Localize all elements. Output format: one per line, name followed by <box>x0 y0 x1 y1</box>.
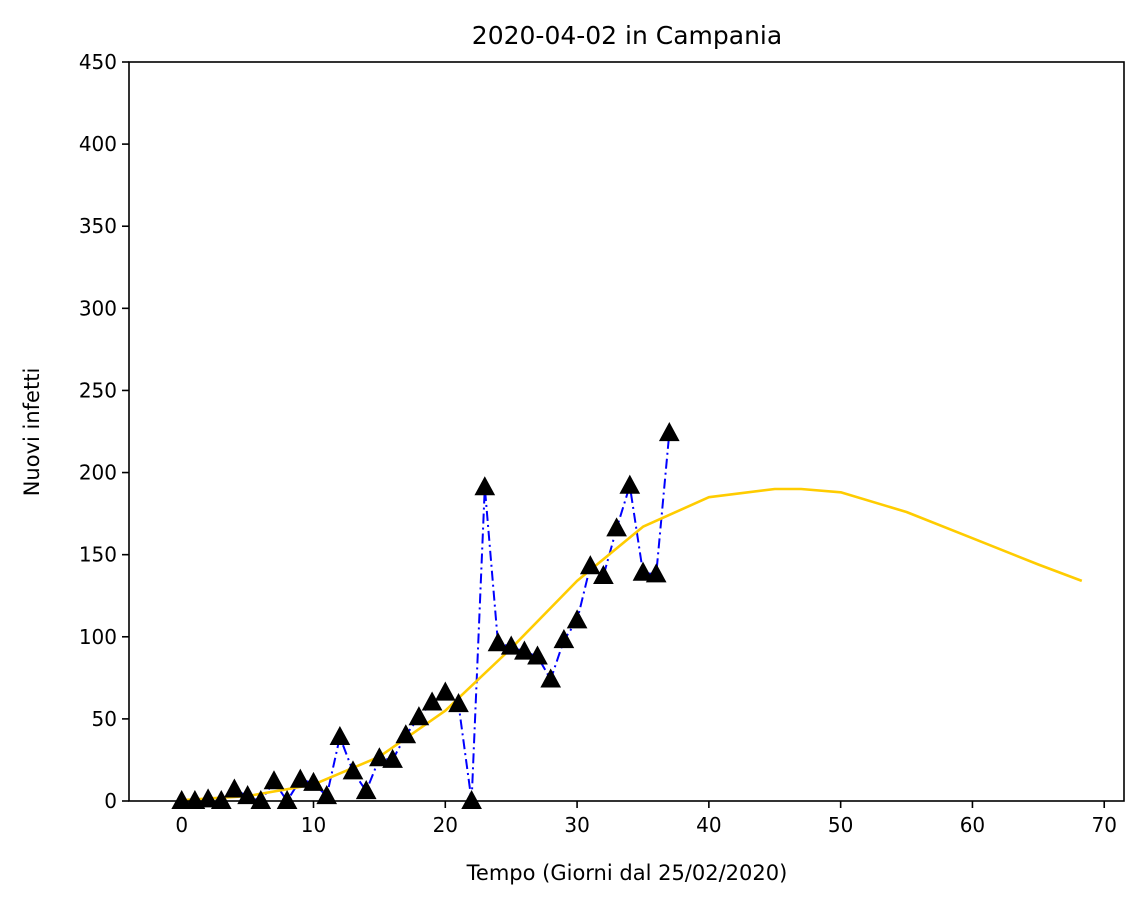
data-point-marker <box>474 476 496 496</box>
x-tick-label: 70 <box>1092 813 1117 837</box>
chart-title: 2020-04-02 in Campania <box>472 21 782 50</box>
data-point-marker <box>224 778 245 798</box>
y-tick-label: 200 <box>79 461 117 485</box>
x-tick-label: 60 <box>960 813 985 837</box>
y-tick-label: 400 <box>79 132 117 156</box>
x-tick-label: 20 <box>433 813 458 837</box>
y-tick-label: 50 <box>92 707 117 731</box>
data-point-marker <box>303 771 324 791</box>
data-point-marker <box>382 748 403 768</box>
data-point-marker <box>276 789 298 809</box>
y-axis-label: Nuovi infetti <box>20 368 44 497</box>
data-point-marker <box>408 706 430 726</box>
data-point-marker <box>171 789 193 809</box>
x-axis-label: Tempo (Giorni dal 25/02/2020) <box>466 861 788 885</box>
data-point-marker <box>448 693 469 713</box>
x-tick-label: 40 <box>696 813 721 837</box>
data-point-marker <box>593 564 614 584</box>
data-point-marker <box>250 789 272 809</box>
x-tick-label: 10 <box>301 813 326 837</box>
data-point-marker <box>329 725 351 745</box>
x-tick-label: 50 <box>828 813 853 837</box>
y-tick-label: 300 <box>79 296 117 320</box>
data-point-marker <box>369 747 390 767</box>
data-point-marker <box>395 724 417 744</box>
data-point-marker <box>632 561 654 581</box>
data-point-marker <box>553 629 575 649</box>
data-point-marker <box>289 768 311 788</box>
data-point-marker <box>355 780 377 800</box>
y-tick-label: 250 <box>79 378 117 402</box>
y-tick-label: 0 <box>104 789 117 813</box>
data-point-marker <box>579 555 601 575</box>
data-point-marker <box>210 789 232 809</box>
y-tick-label: 350 <box>79 214 117 238</box>
data-point-marker <box>316 785 338 805</box>
data-point-marker <box>342 760 364 780</box>
data-point-marker <box>619 474 641 494</box>
y-tick-label: 150 <box>79 543 117 567</box>
data-point-marker <box>645 563 667 583</box>
data-point-marker <box>514 640 535 660</box>
data-point-marker <box>487 632 509 652</box>
data-point-marker <box>237 785 258 805</box>
data-point-marker <box>421 691 443 711</box>
plot-area <box>171 422 1083 809</box>
data-point-marker <box>658 422 680 442</box>
data-point-marker <box>434 681 456 701</box>
fit-curve-line <box>181 487 1083 802</box>
data-point-marker <box>263 770 285 790</box>
y-tick-label: 450 <box>79 50 117 74</box>
data-point-marker <box>527 645 548 665</box>
data-point-marker <box>540 668 562 688</box>
data-point-marker <box>461 789 482 809</box>
y-tick-label: 100 <box>79 625 117 649</box>
ticks: 0 10 20 30 40 50 60 70 0 50 100 150 200 250 300 350 400 4… <box>79 50 1117 837</box>
axes-frame <box>128 61 1125 802</box>
data-point-marker <box>197 788 219 808</box>
x-tick-label: 0 <box>175 813 188 837</box>
x-tick-label: 30 <box>564 813 589 837</box>
data-point-marker <box>606 517 627 537</box>
data-point-marker <box>500 635 522 655</box>
data-point-marker <box>566 609 588 629</box>
